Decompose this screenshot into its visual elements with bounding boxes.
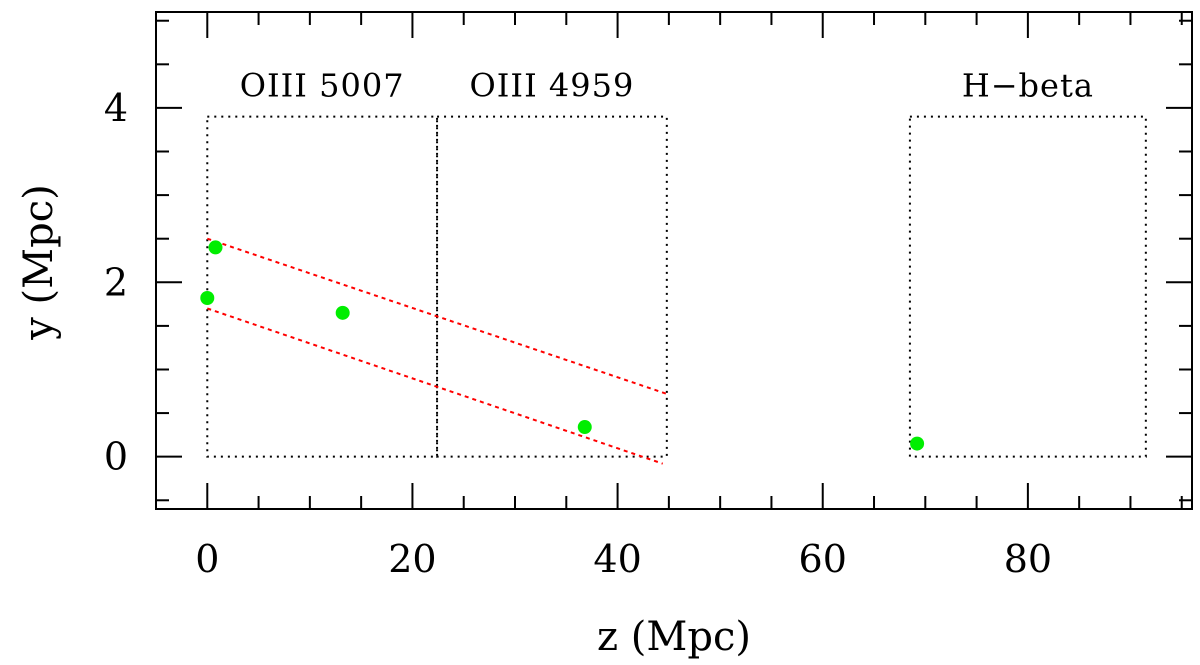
y-axis-tick-labels: 0 2 4: [104, 86, 128, 479]
x-tick-label: 80: [1004, 537, 1052, 581]
x-tick-label: 40: [593, 537, 641, 581]
region-boxes: OIII 5007 OIII 4959 H−beta: [206, 67, 1147, 458]
trend-lines: [206, 237, 668, 465]
x-tick-label: 20: [388, 537, 436, 581]
y-axis-ticks: [156, 19, 1192, 502]
region-label: OIII 5007: [240, 67, 405, 105]
y-axis-title: y (Mpc): [16, 184, 62, 341]
region-box: [908, 115, 1147, 458]
data-points: [200, 240, 925, 451]
trend-line: [206, 237, 668, 395]
data-point: [200, 290, 215, 305]
data-point: [577, 420, 592, 435]
trend-line: [206, 307, 664, 465]
y-tick-label: 2: [104, 260, 128, 304]
region-box: [206, 115, 439, 458]
x-axis-ticks: [155, 12, 1183, 509]
region-box: [436, 115, 668, 458]
region-label: H−beta: [962, 67, 1094, 105]
region-label: OIII 4959: [470, 67, 635, 105]
plot-frame: [155, 11, 1193, 510]
data-point: [335, 305, 350, 320]
x-axis-tick-labels: 0 20 40 60 80: [195, 537, 1052, 581]
y-tick-label: 4: [104, 86, 128, 130]
y-tick-label: 0: [104, 435, 128, 479]
data-point: [208, 240, 223, 255]
x-axis-title: z (Mpc): [597, 614, 751, 660]
x-tick-label: 0: [195, 537, 219, 581]
x-tick-label: 60: [799, 537, 847, 581]
data-point: [910, 436, 925, 451]
